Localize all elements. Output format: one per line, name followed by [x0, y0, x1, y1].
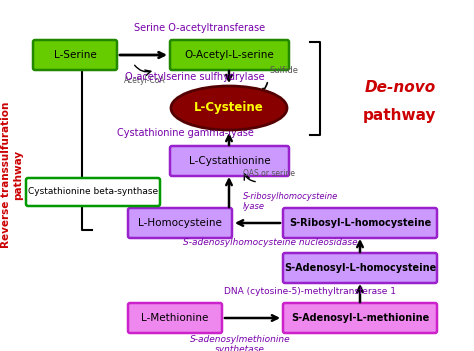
Text: O-acetylserine sulfhydrylase: O-acetylserine sulfhydrylase [125, 72, 265, 82]
Text: O-Acetyl-L-serine: O-Acetyl-L-serine [185, 50, 274, 60]
FancyBboxPatch shape [170, 146, 289, 176]
Text: Sulfide: Sulfide [270, 66, 299, 75]
FancyBboxPatch shape [283, 208, 437, 238]
Text: pathway: pathway [363, 108, 437, 123]
Text: Reverse transsulfuration
pathway: Reverse transsulfuration pathway [1, 102, 23, 248]
FancyBboxPatch shape [128, 303, 222, 333]
Text: L-Methionine: L-Methionine [141, 313, 209, 323]
Text: S-ribosylhomocysteine
lyase: S-ribosylhomocysteine lyase [243, 192, 338, 211]
Text: Cystathionine beta-synthase: Cystathionine beta-synthase [28, 187, 158, 197]
Text: S-adenosylhomocysteine nucleosidase: S-adenosylhomocysteine nucleosidase [182, 238, 357, 247]
Text: De-novo: De-novo [365, 80, 436, 95]
Text: L-Homocysteine: L-Homocysteine [138, 218, 222, 228]
Ellipse shape [171, 86, 287, 130]
FancyBboxPatch shape [26, 178, 160, 206]
Text: DNA (cytosine-5)-methyltransferase 1: DNA (cytosine-5)-methyltransferase 1 [224, 287, 396, 296]
Text: Cystathionine gamma-lyase: Cystathionine gamma-lyase [117, 128, 254, 138]
Text: Serine O-acetyltransferase: Serine O-acetyltransferase [135, 23, 265, 33]
Text: S-Adenosyl-L-homocysteine: S-Adenosyl-L-homocysteine [284, 263, 436, 273]
FancyBboxPatch shape [170, 40, 289, 70]
FancyBboxPatch shape [283, 303, 437, 333]
Text: OAS or serine: OAS or serine [243, 169, 295, 178]
Text: S-adenosylmethionine
synthetase: S-adenosylmethionine synthetase [190, 335, 290, 351]
Text: L-Serine: L-Serine [54, 50, 96, 60]
Text: S-Adenosyl-L-methionine: S-Adenosyl-L-methionine [291, 313, 429, 323]
FancyBboxPatch shape [283, 253, 437, 283]
Text: L-Cysteine: L-Cysteine [194, 101, 264, 114]
Text: L-Cystathionine: L-Cystathionine [189, 156, 270, 166]
FancyBboxPatch shape [33, 40, 117, 70]
FancyBboxPatch shape [128, 208, 232, 238]
Text: S-Ribosyl-L-homocysteine: S-Ribosyl-L-homocysteine [289, 218, 431, 228]
Text: Acetyl-CoA: Acetyl-CoA [124, 76, 166, 85]
